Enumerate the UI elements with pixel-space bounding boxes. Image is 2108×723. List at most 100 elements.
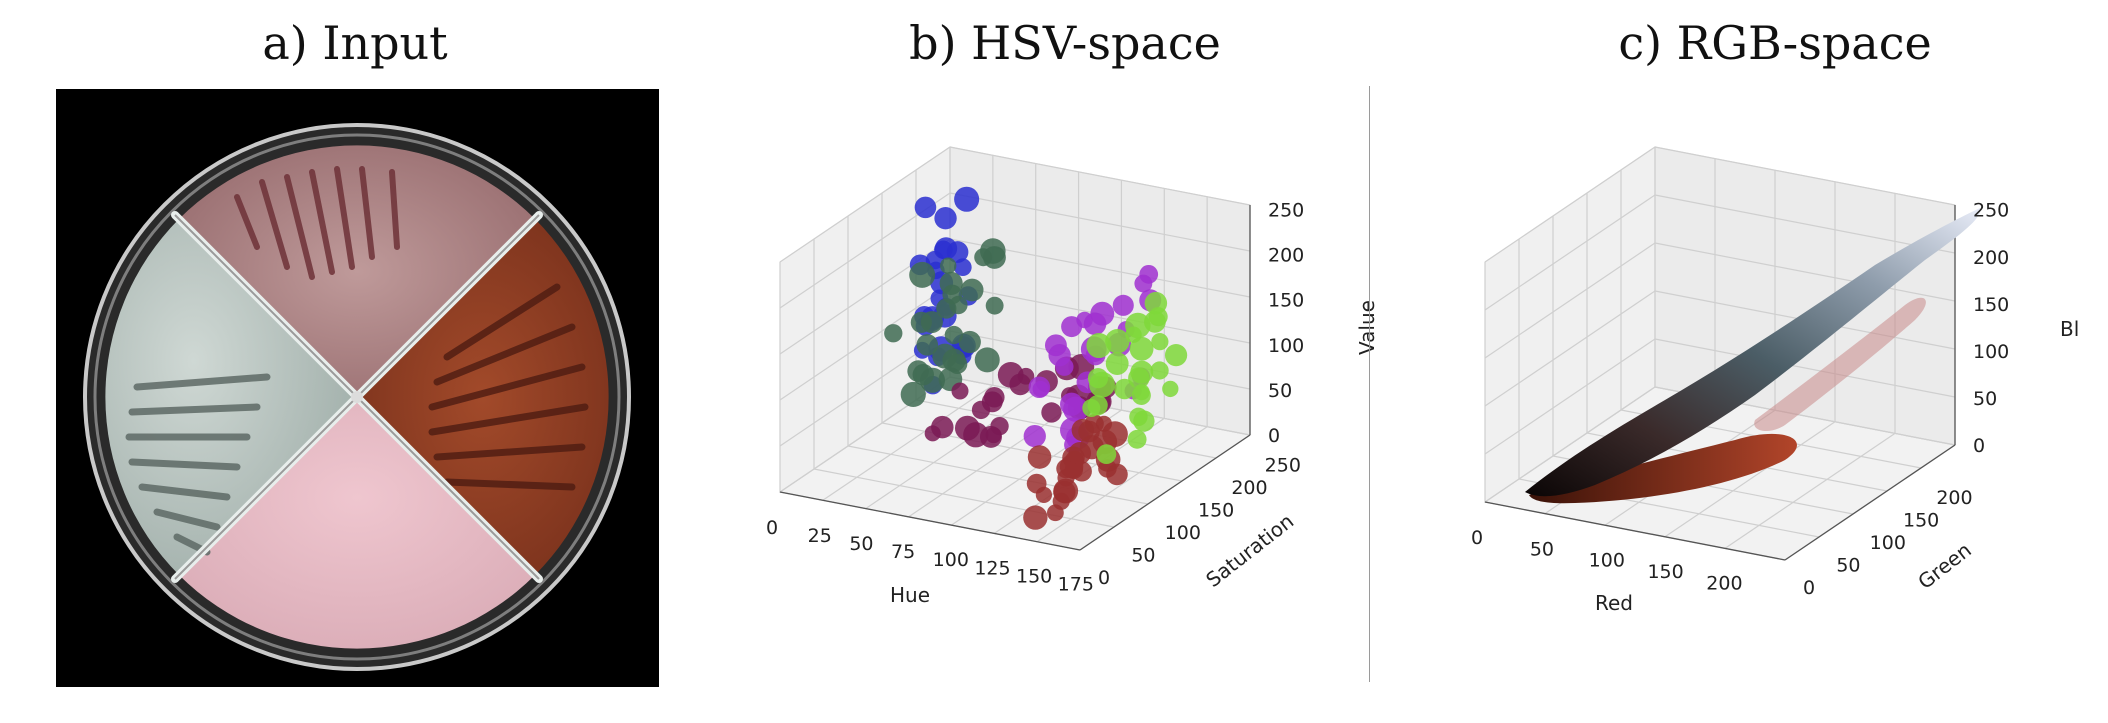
hsv-y-tick: 150 xyxy=(1198,499,1234,521)
quadrant-bottom xyxy=(179,397,535,649)
panel-divider xyxy=(1369,86,1370,682)
hsv-point xyxy=(1055,357,1074,376)
rgb-pink-fringe xyxy=(1754,297,1926,432)
hsv-point xyxy=(1150,361,1169,380)
panel-c-title: c) RGB-space xyxy=(1618,16,1932,70)
hsv-point xyxy=(916,334,939,356)
hsv-point xyxy=(985,427,1002,444)
rgb-z-tick: 50 xyxy=(1973,388,1997,410)
rgb-z-tick: 250 xyxy=(1973,200,2009,222)
hsv-point xyxy=(1009,373,1032,396)
hsv-point xyxy=(1139,264,1159,284)
hsv-point xyxy=(954,415,980,441)
hsv-y-tick: 50 xyxy=(1131,544,1155,566)
hsv-point xyxy=(983,246,1006,269)
hsv-point xyxy=(1086,333,1112,359)
hsv-point xyxy=(1090,301,1115,326)
hsv-z-tick: 0 xyxy=(1268,425,1280,447)
hsv-point xyxy=(1129,336,1154,361)
hsv-point xyxy=(942,284,963,305)
hsv-point xyxy=(944,325,964,345)
hsv-tick-labels: 0 25 50 75 100 125 150 175 050100150200250050100… xyxy=(766,200,1304,596)
hsv-x-tick: 125 xyxy=(974,557,1010,579)
hsv-y-tick: 100 xyxy=(1165,522,1201,544)
hsv-xlabel: Hue xyxy=(890,583,930,607)
rgb-x-tick: 200 xyxy=(1706,572,1742,594)
hsv-point xyxy=(1060,392,1084,416)
hsv-point xyxy=(884,324,903,343)
hsv-x-tick: 0 xyxy=(766,517,778,539)
hsv-point xyxy=(1129,407,1148,427)
hsv-zlabel: Value xyxy=(1355,300,1379,355)
hsv-x-tick: 100 xyxy=(933,549,969,571)
hsv-x-tick: 75 xyxy=(891,541,915,563)
petri-dish-photo xyxy=(56,89,659,687)
hsv-point xyxy=(946,241,969,263)
hsv-point xyxy=(1061,316,1083,338)
rgb-y-tick: 150 xyxy=(1903,509,1939,531)
hsv-point xyxy=(1023,424,1046,448)
rgb-z-tick: 0 xyxy=(1973,435,1985,457)
hsv-point xyxy=(1127,429,1147,449)
hsv-point xyxy=(1128,367,1150,389)
hsv-point xyxy=(914,196,937,219)
hsv-point xyxy=(1052,492,1070,510)
hsv-z-tick: 250 xyxy=(1268,200,1304,222)
hsv-x-tick: 150 xyxy=(1016,565,1052,587)
hsv-point xyxy=(1105,329,1130,354)
rgb-y-tick: 100 xyxy=(1870,532,1906,554)
hsv-point xyxy=(1162,380,1179,398)
hsv-scatter-chart: 0 25 50 75 100 125 150 175 050100150200250050100… xyxy=(766,146,1379,607)
hsv-point xyxy=(958,330,981,354)
rgb-zlabel: Bl xyxy=(2060,317,2079,341)
hsv-x-tick: 25 xyxy=(808,525,832,547)
hsv-point xyxy=(1027,445,1052,469)
hsv-point xyxy=(1151,333,1169,351)
hsv-point xyxy=(1041,402,1062,423)
rgb-x-tick: 50 xyxy=(1530,538,1554,560)
panel-b-title: b) HSV-space xyxy=(909,16,1221,70)
rgb-point-cloud xyxy=(1525,208,1981,497)
hsv-point xyxy=(1144,291,1168,315)
rgb-z-tick: 200 xyxy=(1973,247,2009,269)
hsv-point xyxy=(1023,505,1048,530)
hsv-point xyxy=(909,261,936,288)
hsv-point xyxy=(960,278,984,302)
hsv-point xyxy=(1026,473,1047,494)
hsv-point xyxy=(1057,469,1075,487)
hsv-point xyxy=(1164,344,1188,367)
hsv-point xyxy=(954,186,980,212)
rgb-x-tick: 0 xyxy=(1471,527,1483,549)
hsv-point xyxy=(934,207,957,230)
rgb-y-tick: 200 xyxy=(1936,487,1972,509)
hsv-x-tick: 50 xyxy=(849,533,873,555)
hsv-z-tick: 150 xyxy=(1268,290,1304,312)
panel-a-title: a) Input xyxy=(262,16,448,70)
hsv-point xyxy=(1105,352,1129,375)
rgb-y-tick: 0 xyxy=(1803,577,1815,599)
hsv-point xyxy=(1071,418,1095,442)
hsv-point xyxy=(1068,441,1092,465)
hsv-point-cloud xyxy=(884,186,1188,530)
rgb-xlabel: Red xyxy=(1595,591,1633,615)
hsv-point xyxy=(1098,459,1117,478)
rgb-ylabel: Green xyxy=(1913,538,1976,594)
hsv-point xyxy=(985,296,1004,315)
quadrant-left xyxy=(105,219,357,575)
hsv-point xyxy=(1087,395,1108,416)
hsv-point xyxy=(931,415,954,439)
hsv-point xyxy=(934,240,953,260)
rgb-y-tick: 50 xyxy=(1836,554,1860,576)
hsv-y-tick: 250 xyxy=(1265,454,1301,476)
hsv-point xyxy=(1028,376,1051,399)
rgb-point-cloud-lower xyxy=(1529,433,1797,504)
hsv-z-tick: 100 xyxy=(1268,335,1304,357)
hsv-point xyxy=(971,400,991,420)
rgb-x-tick: 150 xyxy=(1647,561,1683,583)
hsv-point xyxy=(1087,368,1109,389)
hsv-z-tick: 200 xyxy=(1268,245,1304,267)
hsv-point xyxy=(1096,444,1117,465)
hsv-point xyxy=(1125,312,1151,339)
